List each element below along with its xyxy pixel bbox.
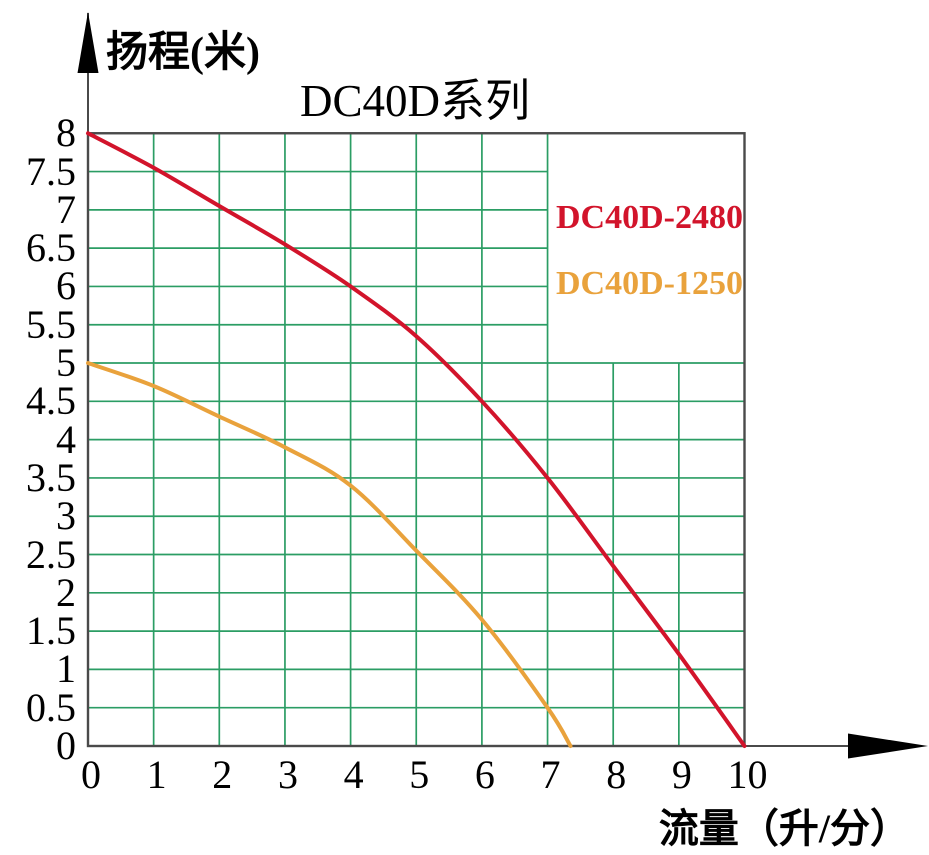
- y-tick-label: 0.5: [26, 684, 76, 730]
- legend-item-dc40d-1250: DC40D-1250: [556, 265, 743, 302]
- y-tick-label: 7: [56, 186, 76, 232]
- y-tick-label: 2.5: [26, 531, 76, 577]
- legend-item-dc40d-2480: DC40D-2480: [556, 199, 743, 236]
- y-tick-label: 5: [56, 340, 76, 386]
- x-tick-label: 2: [212, 752, 233, 797]
- x-tick-label: 0: [81, 752, 101, 797]
- legend: DC40D-2480 DC40D-1250: [556, 198, 743, 330]
- y-tick-label: 7.5: [26, 148, 76, 194]
- curve-dc40d-1250: [86, 361, 573, 748]
- y-tick-label: 5.5: [26, 301, 76, 347]
- x-tick-label: 3: [277, 752, 298, 797]
- y-tick-label: 2: [56, 569, 76, 615]
- x-axis-title: 流量（升/分）: [658, 806, 910, 851]
- x-tick-label: 6: [474, 752, 495, 797]
- x-tick-label: 10: [727, 752, 768, 797]
- y-axis-title: 扬程(米): [106, 30, 260, 76]
- y-tick-label: 1.5: [26, 608, 76, 654]
- y-tick-label: 8: [56, 110, 76, 156]
- y-tick-label: 3.5: [26, 454, 76, 500]
- y-tick-label: 3: [56, 493, 76, 539]
- y-tick-label: 0: [56, 723, 76, 768]
- x-tick-label: 1: [146, 752, 167, 797]
- y-tick-label: 6: [56, 263, 76, 309]
- y-tick-label: 4.5: [26, 378, 76, 424]
- x-tick-label: 4: [343, 752, 364, 797]
- x-tick-label: 9: [671, 752, 692, 797]
- chart-title: DC40D系列: [299, 76, 530, 126]
- curve-dc40d-2480: [86, 131, 747, 748]
- x-tick-label: 7: [540, 752, 561, 797]
- y-tick-label: 4: [56, 416, 76, 462]
- y-tick-label: 1: [56, 646, 76, 692]
- y-tick-label: 6.5: [26, 225, 76, 271]
- x-tick-label: 8: [606, 752, 627, 797]
- x-tick-label: 5: [409, 752, 430, 797]
